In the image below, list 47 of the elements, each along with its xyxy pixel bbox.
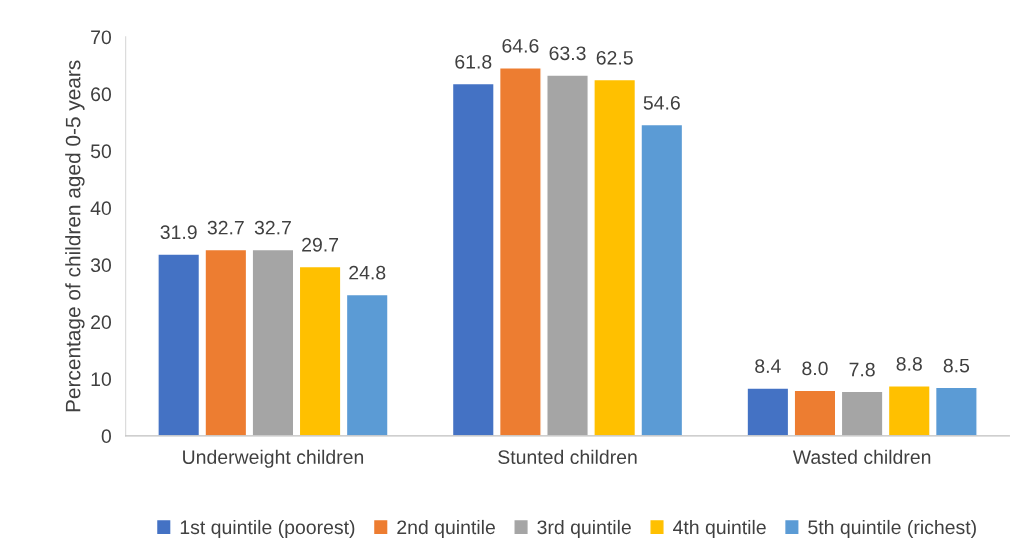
bar: [251, 248, 295, 436]
y-tick-label: 20: [91, 315, 112, 330]
data-label: 8.8: [896, 356, 922, 371]
legend-label: 1st quintile (poorest): [180, 519, 355, 539]
data-label: 31.9: [160, 225, 197, 240]
x-tick-label: Underweight children: [183, 449, 364, 468]
bar: [157, 253, 201, 436]
data-label: 29.7: [302, 237, 339, 252]
legend-label: 5th quintile (richest): [808, 519, 976, 539]
data-label: 61.8: [455, 54, 492, 69]
data-label: 8.0: [802, 361, 828, 376]
y-axis-title: Percentage of children aged 0-5 years: [65, 60, 85, 412]
y-tick-label: 60: [91, 87, 112, 102]
bar: [887, 384, 931, 436]
x-tick-label: Wasted children: [792, 449, 931, 465]
data-label: 63.3: [549, 46, 586, 61]
bar: [204, 248, 248, 436]
bar: [498, 66, 542, 436]
data-label: 8.4: [755, 359, 781, 374]
bar: [451, 82, 495, 436]
bar: [345, 293, 389, 436]
data-label: 32.7: [254, 220, 291, 235]
data-label: 24.8: [349, 265, 386, 280]
x-tick-label: Stunted children: [498, 449, 637, 465]
legend-label: 4th quintile: [673, 519, 766, 539]
y-tick-label: 10: [91, 372, 112, 387]
y-tick-label: 70: [91, 30, 112, 45]
bar: [840, 390, 884, 436]
bar: [934, 386, 978, 436]
legend-label: 3rd quintile: [537, 519, 631, 539]
bar: [593, 78, 637, 436]
bar: [640, 123, 684, 436]
bar: [793, 389, 837, 436]
y-tick-label: 50: [90, 144, 112, 159]
data-label: 8.5: [943, 358, 970, 373]
bar: [298, 265, 342, 436]
y-tick-label: 0: [101, 429, 112, 444]
bar: [746, 387, 790, 436]
data-label: 62.5: [596, 50, 633, 65]
bar: [546, 74, 589, 436]
data-label: 32.7: [207, 220, 244, 235]
data-label: 7.8: [849, 362, 875, 377]
data-label: 64.6: [502, 38, 539, 53]
data-label: 54.6: [643, 95, 680, 110]
y-tick-label: 40: [90, 201, 112, 216]
legend-label: 2nd quintile: [397, 519, 495, 539]
y-tick-label: 30: [90, 258, 112, 273]
